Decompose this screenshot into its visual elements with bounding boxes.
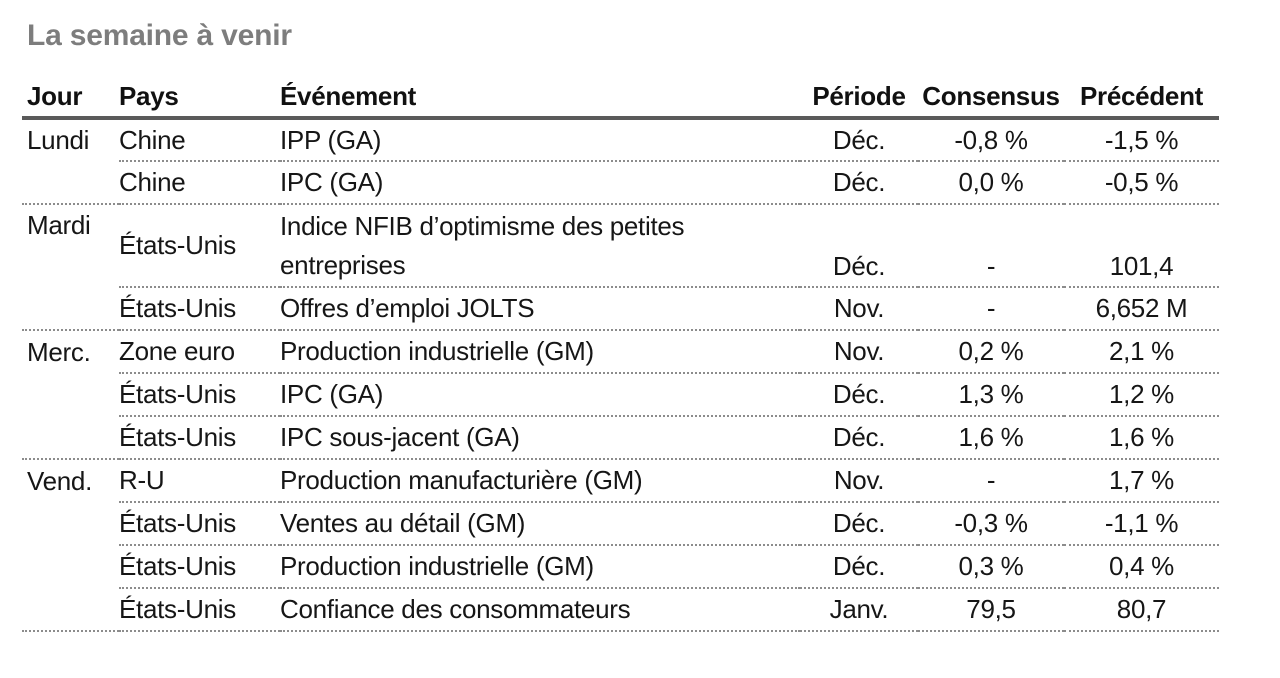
- cell-consensus: -: [918, 287, 1064, 331]
- table-row: Vend. R-U Production manufacturière (GM)…: [22, 459, 1219, 503]
- cell-jour: Merc.: [27, 336, 91, 367]
- cell-evenement: IPC sous-jacent (GA): [280, 416, 800, 460]
- cell-jour: [22, 287, 119, 331]
- cell-precedent: -1,1 %: [1064, 502, 1219, 546]
- cell-pays: États-Unis: [119, 545, 280, 589]
- cell-consensus: 0,3 %: [918, 545, 1064, 589]
- cell-jour: Vend.: [27, 465, 93, 496]
- cell-pays: États-Unis: [119, 588, 280, 632]
- header-precedent: Précédent: [1064, 76, 1219, 120]
- cell-consensus: 79,5: [918, 588, 1064, 632]
- cell-periode: Déc.: [800, 545, 918, 589]
- cell-periode: Déc.: [800, 161, 918, 205]
- cell-consensus: -: [918, 459, 1064, 503]
- table-row: États-Unis Production industrielle (GM) …: [22, 545, 1219, 589]
- page-title: La semaine à venir: [27, 19, 292, 52]
- cell-pays: R-U: [119, 459, 280, 503]
- cell-evenement: Indice NFIB d’optimisme des petites entr…: [280, 204, 800, 288]
- cell-precedent: -0,5 %: [1064, 161, 1219, 205]
- header-row: Jour Pays Événement Période Consensus Pr…: [22, 76, 1219, 120]
- cell-periode: Déc.: [800, 373, 918, 417]
- header-consensus: Consensus: [918, 76, 1064, 120]
- cell-periode: Janv.: [800, 588, 918, 632]
- cell-pays: États-Unis: [119, 416, 280, 460]
- cell-jour: Lundi: [27, 125, 90, 155]
- cell-evenement: Production industrielle (GM): [280, 545, 800, 589]
- cell-evenement: IPC (GA): [280, 373, 800, 417]
- cell-precedent: -1,5 %: [1064, 118, 1219, 162]
- table-row: États-Unis Ventes au détail (GM) Déc. -0…: [22, 502, 1219, 546]
- cell-consensus: 1,3 %: [918, 373, 1064, 417]
- cell-precedent: 1,6 %: [1064, 416, 1219, 460]
- cell-jour: [22, 161, 119, 205]
- cell-pays: Zone euro: [119, 330, 280, 374]
- cell-precedent: 101,4: [1064, 204, 1219, 288]
- cell-pays: États-Unis: [119, 502, 280, 546]
- cell-jour: Mardi: [27, 210, 91, 240]
- table-row: États-Unis IPC sous-jacent (GA) Déc. 1,6…: [22, 416, 1219, 460]
- cell-pays: États-Unis: [119, 373, 280, 417]
- cell-evenement: Production industrielle (GM): [280, 330, 800, 374]
- cell-jour: [22, 545, 119, 588]
- cell-pays: États-Unis: [119, 287, 280, 331]
- cell-consensus: 1,6 %: [918, 416, 1064, 460]
- cell-consensus: -0,8 %: [918, 118, 1064, 162]
- header-evenement: Événement: [280, 76, 800, 120]
- cell-pays: Chine: [119, 161, 280, 205]
- header-pays: Pays: [119, 76, 280, 120]
- table-row: Lundi Chine IPP (GA) Déc. -0,8 % -1,5 %: [22, 118, 1219, 162]
- cell-periode: Déc.: [800, 416, 918, 460]
- cell-periode: Nov.: [800, 330, 918, 374]
- cell-consensus: -: [918, 204, 1064, 288]
- table-row: Mardi États-Unis Indice NFIB d’optimisme…: [22, 204, 1219, 288]
- cell-jour: [22, 588, 119, 632]
- cell-precedent: 2,1 %: [1064, 330, 1219, 374]
- header-periode: Période: [800, 76, 918, 120]
- cell-evenement: IPP (GA): [280, 118, 800, 162]
- cell-evenement: Confiance des consommateurs: [280, 588, 800, 632]
- cell-consensus: -0,3 %: [918, 502, 1064, 546]
- cell-periode: Déc.: [800, 502, 918, 546]
- cell-jour: [22, 373, 119, 416]
- cell-pays: États-Unis: [119, 204, 280, 288]
- table-row: Merc. Zone euro Production industrielle …: [22, 330, 1219, 374]
- cell-periode: Déc.: [800, 204, 918, 288]
- table-row: Chine IPC (GA) Déc. 0,0 % -0,5 %: [22, 161, 1219, 205]
- table-row: États-Unis Confiance des consommateurs J…: [22, 588, 1219, 632]
- cell-periode: Déc.: [800, 118, 918, 162]
- table-row: États-Unis Offres d’emploi JOLTS Nov. - …: [22, 287, 1219, 331]
- header-jour: Jour: [22, 76, 119, 120]
- cell-precedent: 1,2 %: [1064, 373, 1219, 417]
- cell-jour: [22, 416, 119, 460]
- event-text: Indice NFIB d’optimisme des petites entr…: [280, 210, 685, 280]
- cell-pays: Chine: [119, 118, 280, 162]
- cell-evenement: IPC (GA): [280, 161, 800, 205]
- cell-evenement: Production manufacturière (GM): [280, 459, 800, 503]
- table-row: États-Unis IPC (GA) Déc. 1,3 % 1,2 %: [22, 373, 1219, 417]
- cell-consensus: 0,0 %: [918, 161, 1064, 205]
- cell-precedent: 6,652 M: [1064, 287, 1219, 331]
- cell-jour: [22, 502, 119, 545]
- economic-calendar-table: Jour Pays Événement Période Consensus Pr…: [22, 76, 1219, 632]
- cell-evenement: Ventes au détail (GM): [280, 502, 800, 546]
- cell-evenement: Offres d’emploi JOLTS: [280, 287, 800, 331]
- cell-precedent: 0,4 %: [1064, 545, 1219, 589]
- cell-precedent: 1,7 %: [1064, 459, 1219, 503]
- cell-precedent: 80,7: [1064, 588, 1219, 632]
- cell-periode: Nov.: [800, 459, 918, 503]
- cell-periode: Nov.: [800, 287, 918, 331]
- cell-consensus: 0,2 %: [918, 330, 1064, 374]
